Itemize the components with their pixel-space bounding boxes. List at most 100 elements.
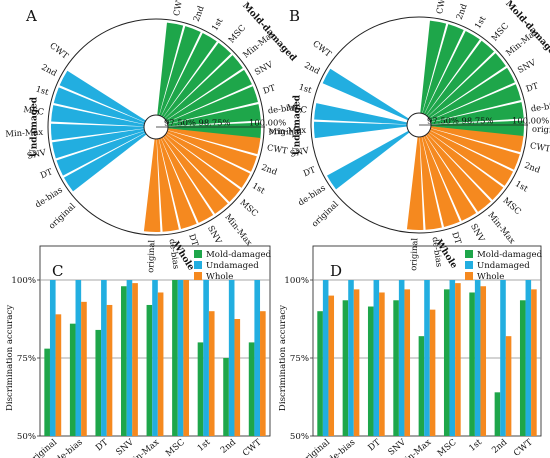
radial-category-label: original bbox=[269, 126, 302, 137]
bar-de-bias bbox=[75, 280, 82, 436]
bar-x-tick-label: DT bbox=[94, 437, 110, 453]
bar-Min-Max bbox=[418, 336, 425, 436]
radial-category-label: DT bbox=[302, 164, 318, 178]
radial-bar-2nd bbox=[159, 26, 201, 117]
radial-category-label: 2nd bbox=[191, 4, 206, 23]
bar-x-tick-label: CWT bbox=[241, 437, 264, 458]
bar-de-bias bbox=[348, 280, 354, 436]
radial-category-label: 1st bbox=[514, 178, 531, 194]
bar-de-bias bbox=[69, 323, 76, 436]
radial-bar-SNV bbox=[429, 67, 515, 121]
bar-CWT bbox=[531, 289, 537, 436]
bar-MSC bbox=[183, 280, 189, 436]
panel-label-d: D bbox=[330, 262, 342, 280]
bar-y-axis-label: Discrimination accuracy bbox=[278, 305, 288, 411]
radial-bar-de-bias bbox=[167, 104, 261, 127]
radial-category-label: DT bbox=[39, 166, 55, 180]
bar-SNV bbox=[121, 286, 127, 436]
radial-category-label: Min-Max bbox=[486, 210, 518, 246]
radial-scale-label: 98.75% bbox=[462, 116, 494, 126]
radial-bar-DT bbox=[56, 130, 146, 176]
legend-swatch bbox=[465, 261, 473, 269]
radial-category-label: MSC bbox=[489, 21, 510, 43]
legend-label: Whole bbox=[477, 272, 504, 282]
radial-category-label: 1st bbox=[298, 81, 314, 95]
radial-bar-CWT bbox=[167, 128, 261, 155]
radial-scale-label: 100.00% bbox=[512, 116, 549, 126]
bar-x-tick-label: 1st bbox=[196, 437, 213, 454]
radial-category-label: CWT bbox=[311, 38, 334, 59]
bar-x-tick-label: de-bias bbox=[327, 438, 357, 458]
radial-category-label: MSC bbox=[501, 195, 523, 216]
bar-2nd bbox=[228, 280, 235, 436]
bar-x-tick-label: 1st bbox=[467, 437, 484, 454]
legend-swatch bbox=[465, 250, 473, 258]
radial-category-label: 1st bbox=[472, 14, 488, 31]
radial-bar-Min-Max bbox=[51, 123, 145, 141]
radial-category-label: Min-Max bbox=[223, 212, 255, 248]
radial-bar-DT bbox=[167, 86, 258, 125]
radial-category-label: Min-Max bbox=[5, 127, 43, 139]
bar-original bbox=[49, 280, 56, 436]
radial-bar-MSC bbox=[163, 42, 232, 119]
radial-bar-de-bias bbox=[326, 130, 410, 190]
bar-original bbox=[55, 314, 62, 436]
radial-category-label: MSC bbox=[226, 23, 247, 45]
radial-category-label: 2nd bbox=[260, 162, 279, 177]
radial-bar-SNV bbox=[423, 135, 477, 221]
bar-CWT bbox=[525, 280, 532, 436]
radial-category-label: 2nd bbox=[303, 60, 322, 77]
radial-category-label: MSC bbox=[238, 197, 260, 218]
radial-bar-DT bbox=[158, 138, 197, 229]
bar-2nd bbox=[223, 358, 229, 436]
legend-swatch bbox=[194, 272, 202, 280]
bar-2nd bbox=[500, 280, 506, 436]
legend-label: Undamaged bbox=[477, 261, 530, 271]
radial-category-label: 2nd bbox=[40, 62, 59, 79]
radial-bar-MSC bbox=[51, 105, 145, 127]
bar-DT bbox=[379, 292, 385, 436]
legend-swatch bbox=[194, 261, 202, 269]
bar-y-tick-label: 100% bbox=[284, 276, 309, 286]
radial-bar-de-bias bbox=[419, 136, 442, 230]
radial-category-label: original bbox=[145, 239, 156, 272]
bar-DT bbox=[106, 304, 113, 436]
bar-de-bias bbox=[342, 300, 349, 436]
radial-bar-MSC bbox=[164, 134, 241, 203]
bar-de-bias bbox=[353, 289, 360, 436]
radial-bar-2nd bbox=[59, 70, 146, 123]
radial-bar-2nd bbox=[166, 130, 257, 172]
bar-2nd bbox=[234, 319, 241, 436]
radial-category-label: SNV bbox=[253, 59, 275, 77]
legend-label: Mold-damaged bbox=[477, 250, 543, 260]
radial-category-label: SNV bbox=[469, 222, 487, 244]
bar-1st bbox=[480, 286, 487, 436]
bar-x-tick-label: CWT bbox=[512, 437, 535, 458]
radial-category-label: CWT bbox=[266, 142, 288, 156]
radial-bar-DT bbox=[421, 136, 460, 227]
radial-category-label: 1st bbox=[209, 16, 225, 33]
bar-x-tick-label: MSC bbox=[164, 437, 187, 458]
radial-category-label: 2nd bbox=[523, 160, 542, 175]
radial-category-label: DT bbox=[262, 82, 277, 95]
radial-group-label: Undamaged bbox=[293, 94, 303, 155]
radial-scale-label: 97.50% bbox=[164, 118, 196, 128]
radial-bar-SNV bbox=[52, 128, 145, 159]
radial-bar-1st bbox=[165, 132, 251, 188]
bar-1st bbox=[469, 292, 475, 436]
radial-scale-label: 98.75% bbox=[199, 118, 231, 128]
radial-category-label: 2nd bbox=[454, 2, 469, 21]
radial-category-label: CWT bbox=[434, 0, 448, 15]
radial-bar-CWT bbox=[420, 20, 447, 114]
radial-scale-label: 97.50% bbox=[427, 116, 459, 126]
bar-original bbox=[44, 348, 50, 436]
radial-category-label: CWT bbox=[171, 0, 185, 17]
bar-DT bbox=[367, 306, 374, 436]
panel-label-c: C bbox=[52, 262, 63, 280]
radial-category-label: 1st bbox=[251, 180, 268, 196]
radial-category-label: de-bias bbox=[530, 99, 550, 113]
bar-1st bbox=[197, 342, 204, 436]
